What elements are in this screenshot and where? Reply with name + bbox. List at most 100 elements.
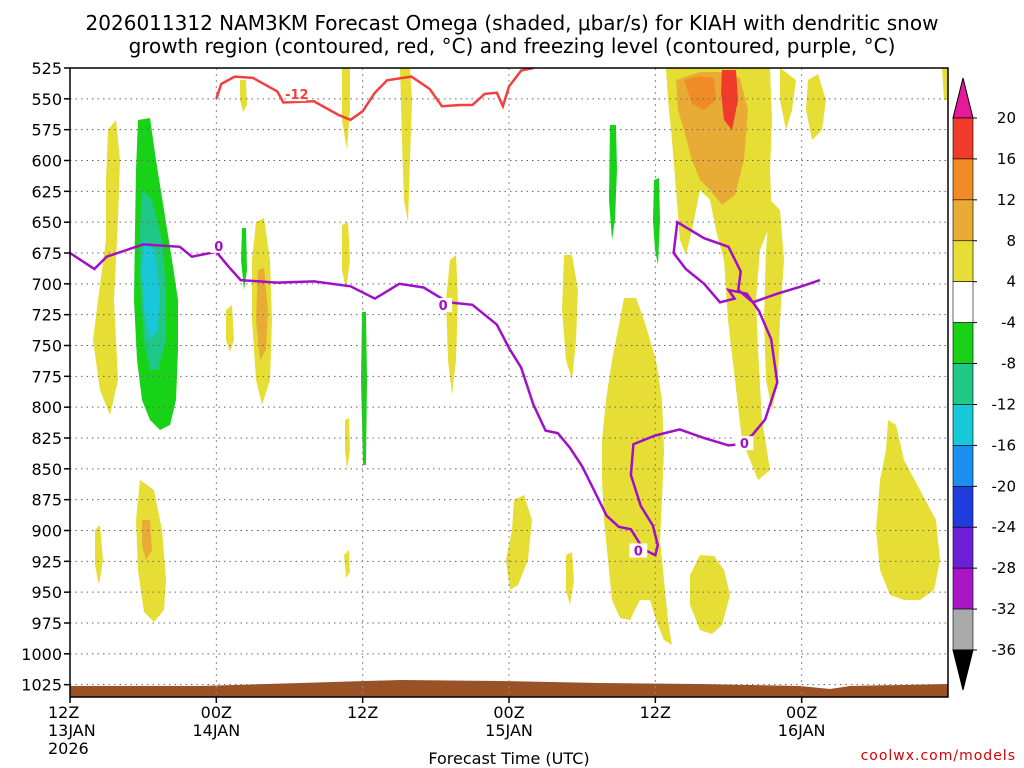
y-tick-label: 600 <box>31 152 62 171</box>
colorbar-label: 16 <box>997 150 1016 168</box>
omega-feature-right-small <box>780 68 796 130</box>
x-tick-label: 00Z <box>786 703 817 722</box>
colorbar-bin <box>952 567 974 610</box>
surface-terrain-band <box>70 680 948 697</box>
omega-feature-cyan-core <box>142 240 160 340</box>
colorbar-bin <box>952 526 974 569</box>
credit-text: coolwx.com/models <box>861 748 1016 764</box>
y-tick-label: 975 <box>31 614 62 633</box>
y-tick-label: 750 <box>31 337 62 356</box>
contour-label: -12 <box>285 88 309 103</box>
colorbar-label: 20 <box>997 109 1016 127</box>
omega-feature-big-lower-yellow <box>602 298 672 645</box>
colorbar: 20 16 12 8 4 -4 -8 -12 -16 -20 -24 -28 -32 -36 <box>952 77 1017 691</box>
y-tick-label: 650 <box>31 213 62 232</box>
colorbar-top-arrow <box>952 77 974 119</box>
y-tick-label: 950 <box>31 583 62 602</box>
omega-feature-yellow-h33 <box>562 255 578 380</box>
omega-feature-yellow-h59 <box>876 420 940 600</box>
x-tick-label: 2026 <box>48 739 89 758</box>
colorbar-bin <box>952 281 974 323</box>
colorbar-bin <box>952 486 974 528</box>
contour-layer <box>70 68 821 558</box>
y-tick-label: 575 <box>31 121 62 140</box>
colorbar-label: -24 <box>992 518 1017 536</box>
omega-feature-lower-sliver <box>95 525 103 585</box>
y-tick-label: 875 <box>31 491 62 510</box>
contour-labels: 0 0 0 0 -12 <box>209 87 754 559</box>
contour-label: 0 <box>214 240 223 255</box>
colorbar-label: 8 <box>1006 232 1016 250</box>
omega-feature-yellow-h16-low <box>345 418 350 470</box>
x-tick-label: 15JAN <box>485 721 533 740</box>
contour-label-bg <box>434 298 453 313</box>
omega-feature-small-h12 <box>240 80 247 112</box>
colorbar-bin <box>952 404 974 446</box>
omega-feature-yellow-h16-mid <box>342 222 350 290</box>
y-tick-label: 725 <box>31 306 62 325</box>
omega-feature-yellow-h3 <box>93 120 120 415</box>
omega-feature-yellow-h30 <box>506 495 532 590</box>
colorbar-bottom-arrow <box>952 649 974 691</box>
colorbar-label: -36 <box>992 641 1017 659</box>
y-tick-label: 800 <box>31 398 62 417</box>
x-tick-label: 00Z <box>201 703 232 722</box>
omega-feature-yellow-h26 <box>446 255 458 395</box>
contour-label-bg <box>629 543 648 558</box>
contour-label: 0 <box>634 544 643 559</box>
colorbar-label: -12 <box>992 395 1017 413</box>
omega-feature-edge <box>942 68 948 100</box>
colorbar-bin <box>952 158 974 201</box>
omega-shading <box>93 68 948 645</box>
colorbar-bin <box>952 363 974 405</box>
colorbar-label: -20 <box>992 477 1017 495</box>
y-tick-label: 1000 <box>21 645 62 664</box>
colorbar-label: -28 <box>992 559 1017 577</box>
colorbar-bin <box>952 445 974 487</box>
grid-lines <box>70 67 948 697</box>
omega-feature-green-h38 <box>609 125 617 240</box>
y-tick-label: 1025 <box>21 676 62 695</box>
y-tick-label: 925 <box>31 552 62 571</box>
x-tick-label: 13JAN <box>48 721 96 740</box>
omega-feature-yellow-h34-low <box>566 552 574 605</box>
y-tick-label: 675 <box>31 244 62 263</box>
colorbar-label: 12 <box>997 191 1016 209</box>
colorbar-bin <box>952 608 974 651</box>
omega-feature-green-h17 <box>361 312 367 465</box>
colorbar-label: -8 <box>1001 355 1016 373</box>
omega-feature-upper-darkorange <box>684 76 716 110</box>
colorbar-label: -4 <box>1001 314 1016 332</box>
y-tick-label: 850 <box>31 460 62 479</box>
omega-feature-small-h11 <box>226 305 234 352</box>
x-tick-label: 00Z <box>493 703 524 722</box>
omega-feature-yellow-h45 <box>690 555 730 634</box>
x-tick-label: 14JAN <box>192 721 240 740</box>
omega-feature-yellow-h16-bottom <box>344 550 350 578</box>
chart-title-line1: 2026011312 NAM3KM Forecast Omega (shaded… <box>86 11 939 35</box>
omega-feature-orange-h13 <box>256 268 268 360</box>
contour-label-bg <box>287 87 306 102</box>
colorbar-bin <box>952 117 974 160</box>
contour-label-bg <box>735 436 754 451</box>
chart-title-line2: growth region (contoured, red, °C) and f… <box>129 34 896 58</box>
omega-feature-upper-red <box>721 70 738 130</box>
omega-feature-lower-orange-h6 <box>142 520 152 560</box>
omega-feature-green-h12 <box>241 228 247 290</box>
x-axis-label: Forecast Time (UTC) <box>428 749 589 768</box>
colorbar-label: -16 <box>992 436 1017 454</box>
omega-feature-upper-yellow <box>666 68 772 480</box>
omega-feature-yellow-h23 <box>400 68 412 222</box>
y-axis-ticks: 525 550 575 600 625 650 675 700 725 750 775 800 825 8… <box>21 59 70 695</box>
colorbar-label: -32 <box>992 600 1017 618</box>
dgz-minus12-contour <box>215 68 534 122</box>
colorbar-bin <box>952 240 974 282</box>
omega-feature-yellow-h16-top <box>342 68 350 150</box>
omega-feature-right-small-2 <box>806 74 826 140</box>
y-tick-label: 900 <box>31 522 62 541</box>
colorbar-bin <box>952 322 974 364</box>
contour-label-bg <box>209 238 228 253</box>
x-tick-label: 12Z <box>48 703 79 722</box>
